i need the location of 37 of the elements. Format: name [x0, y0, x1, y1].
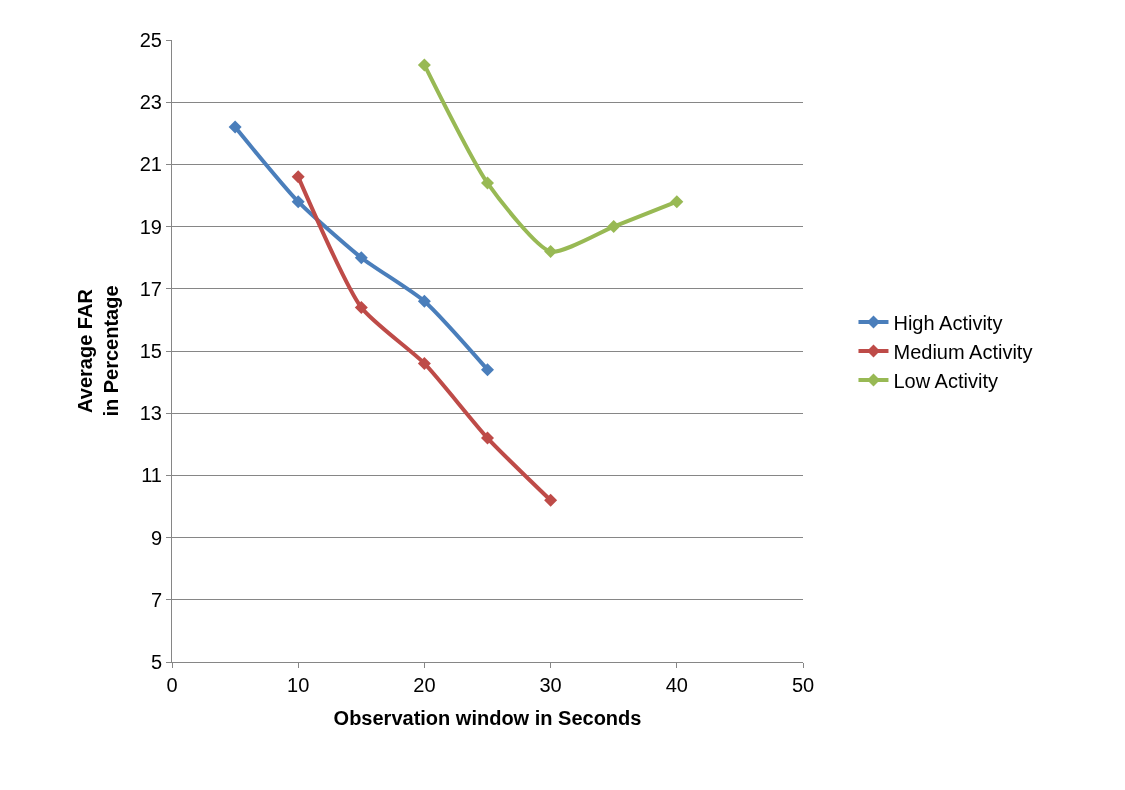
x-tick-label: 50	[791, 674, 815, 696]
x-tick-label: 20	[413, 674, 436, 696]
point	[228, 120, 242, 134]
x-tick-label: 30	[539, 674, 562, 696]
legend-label: Medium Activity	[893, 340, 1033, 363]
point	[354, 300, 368, 314]
y-tick-label: 11	[141, 464, 162, 487]
y-tick-label: 21	[139, 153, 162, 176]
y-tick-label: 23	[139, 91, 162, 114]
x-tick-label: 0	[166, 674, 178, 696]
point	[544, 244, 558, 258]
point	[670, 195, 684, 209]
point	[291, 195, 305, 209]
y-tick-label: 15	[139, 340, 162, 362]
point	[481, 363, 494, 377]
y-tick-label: 13	[139, 402, 162, 425]
y-tick-label: 7	[150, 588, 162, 611]
point	[417, 58, 431, 72]
point	[481, 431, 494, 445]
point	[544, 493, 558, 507]
point	[481, 176, 494, 190]
point	[354, 251, 368, 265]
y-tick-label: 19	[139, 215, 162, 238]
legend-label: Low Activity	[893, 369, 998, 392]
y-tick-label: 25	[139, 29, 162, 51]
y-axis-title: Average FAR in Percentage	[74, 285, 123, 417]
point	[291, 170, 305, 184]
legend-label: High Activity	[893, 311, 1003, 334]
y-tick-label: 9	[150, 526, 162, 549]
x-tick-label: 10	[287, 674, 310, 696]
x-tick-label: 40	[665, 674, 688, 696]
point	[607, 220, 621, 234]
x-axis-title: Observation window in Seconds	[333, 706, 642, 729]
y-tick-label: 17	[139, 277, 162, 300]
point	[417, 294, 431, 308]
y-tick-label: 5	[150, 651, 162, 673]
point	[417, 356, 431, 370]
